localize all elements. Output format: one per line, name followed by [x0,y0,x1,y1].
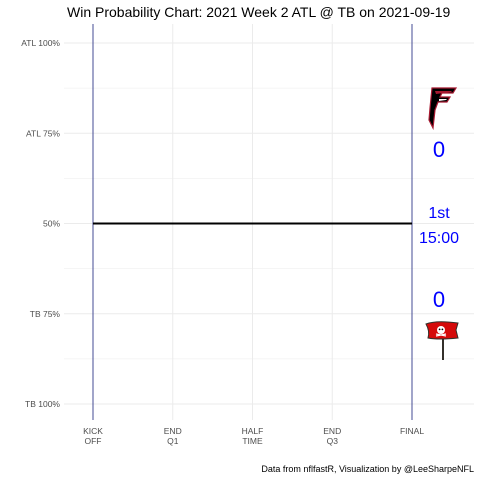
game-period: 1st [428,205,450,222]
x-tick-label: KICK OFF [83,426,103,446]
x-tick-label: HALF TIME [242,426,264,446]
falcon-logo-icon [428,87,458,131]
y-tick-label: TB 100% [25,399,60,409]
y-tick-label: TB 75% [30,309,61,319]
y-axis-tick-labels: ATL 100% ATL 75% 50% TB 75% TB 100% [21,38,60,409]
chart-title: Win Probability Chart: 2021 Week 2 ATL @… [67,4,451,20]
home-team-score: 0 [433,287,445,312]
buccaneers-flag-logo-icon [425,321,459,360]
y-tick-label: ATL 75% [26,128,60,138]
x-axis-tick-labels: KICK OFF END Q1 HALF TIME END Q3 FINAL [83,426,424,446]
away-team-score: 0 [433,137,445,162]
x-tick-label: END Q1 [164,426,182,446]
y-tick-label: 50% [43,219,60,229]
x-tick-label: END Q3 [323,426,341,446]
x-tick-label: FINAL [400,426,424,436]
chart-caption: Data from nflfastR, Visualization by @Le… [261,464,474,474]
y-tick-label: ATL 100% [21,38,60,48]
game-clock: 15:00 [419,230,459,247]
game-bound-lines [92,24,413,420]
